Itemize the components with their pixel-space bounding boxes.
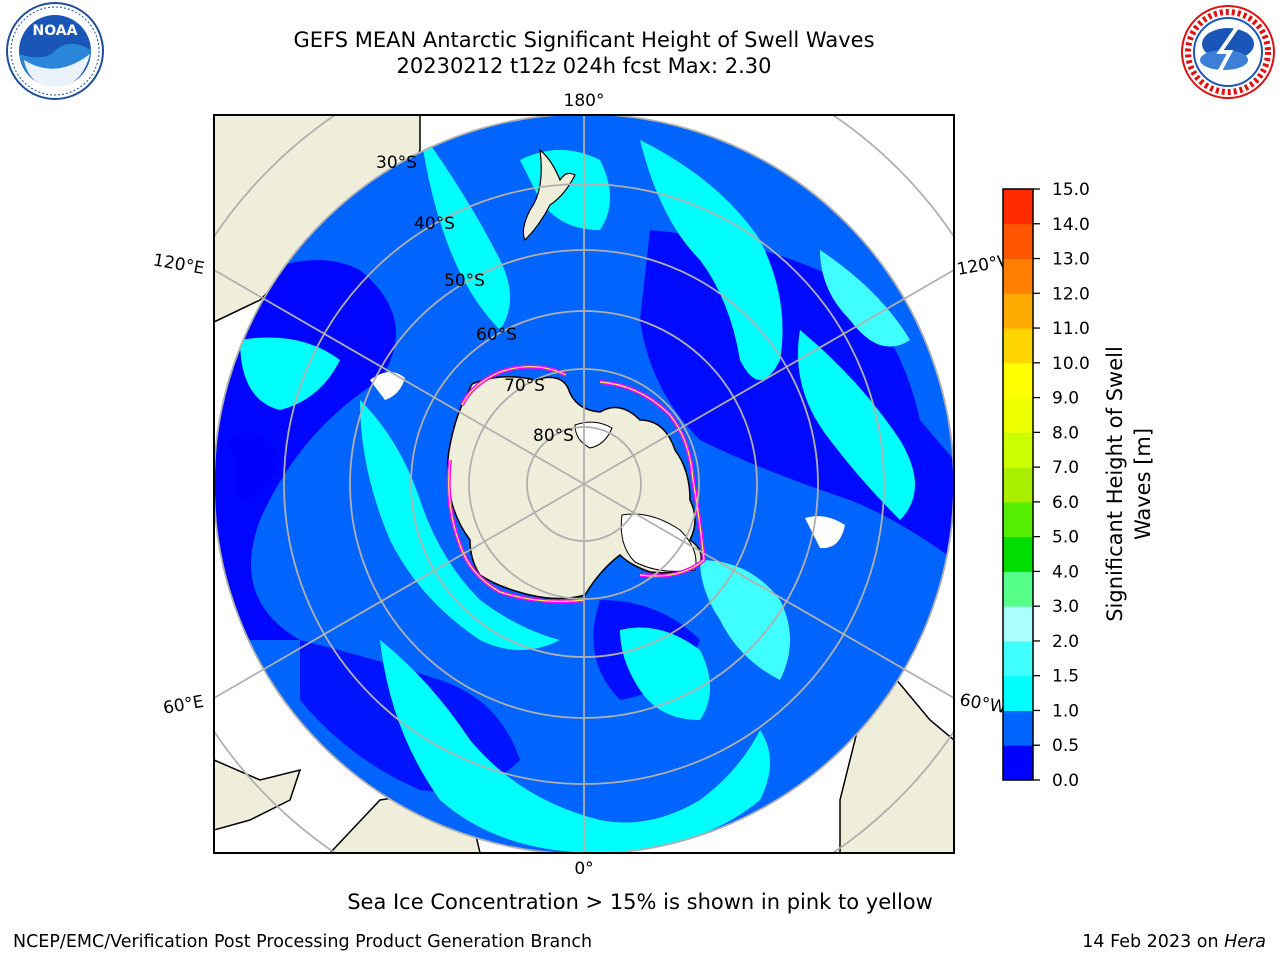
colorbar — [1003, 189, 1033, 781]
colorbar-tick-label: 14.0 — [1052, 215, 1090, 235]
colorbar-tick-label: 12.0 — [1052, 284, 1090, 304]
chart-title: GEFS MEAN Antarctic Significant Height o… — [293, 28, 875, 52]
colorbar-segment — [1003, 606, 1033, 642]
map-frame — [213, 114, 955, 854]
new-zealand-land — [522, 148, 576, 242]
colorbar-tick-label: 4.0 — [1052, 562, 1079, 582]
colorbar-frame — [1002, 188, 1034, 781]
colorbar-tick-label: 7.0 — [1052, 458, 1079, 478]
colorbar-segment — [1003, 640, 1033, 677]
lon-label-0: 0° — [574, 859, 593, 879]
lat-label-50s: 50°S — [444, 271, 485, 291]
colorbar-segment — [1003, 223, 1033, 260]
colorbar-tick-label: 10.0 — [1052, 354, 1090, 374]
colorbar-tick-label: 13.0 — [1052, 250, 1090, 270]
colorbar-segment — [1003, 467, 1033, 503]
colorbar-tick-label: 1.5 — [1052, 667, 1079, 687]
noaa-logo-text: NOAA — [33, 23, 78, 39]
graticule — [214, 115, 954, 853]
colorbar-tick-label: 1.0 — [1052, 701, 1079, 721]
colorbar-segment — [1003, 675, 1033, 711]
lat-label-30s: 30°S — [376, 153, 417, 173]
colorbar-tick-label: 6.0 — [1052, 493, 1079, 513]
colorbar-tick-label: 5.0 — [1052, 528, 1079, 548]
colorbar-segment — [1003, 328, 1033, 364]
colorbar-tick-label: 2.0 — [1052, 632, 1079, 652]
colorbar-segment — [1003, 397, 1033, 433]
footer-date-text: 14 Feb 2023 on — [1082, 932, 1225, 952]
colorbar-tick-label: 8.0 — [1052, 423, 1079, 443]
colorbar-segment — [1003, 536, 1033, 572]
colorbar-segment — [1003, 710, 1033, 746]
noaa-logo: NOAA — [6, 2, 104, 100]
footer-credit: NCEP/EMC/Verification Post Processing Pr… — [13, 932, 593, 952]
lat-label-80s: 80°S — [533, 426, 574, 446]
lon-label-60e: 60°E — [162, 692, 206, 719]
colorbar-tick-label: 3.0 — [1052, 597, 1079, 617]
sea-ice-note: Sea Ice Concentration > 15% is shown in … — [347, 890, 933, 914]
colorbar-tick-label: 11.0 — [1052, 319, 1090, 339]
colorbar-segment — [1003, 258, 1033, 294]
colorbar-label-line1: Significant Height of Swell — [1103, 346, 1127, 622]
colorbar-segment — [1003, 189, 1033, 225]
colorbar-segment — [1003, 362, 1033, 399]
colorbar-segment — [1003, 571, 1033, 607]
footer-date: 14 Feb 2023 on Hera — [1082, 932, 1266, 952]
lat-label-60s: 60°S — [476, 325, 517, 345]
nws-logo — [1181, 5, 1275, 99]
chart-subtitle: 20230212 t12z 024h fcst Max: 2.30 — [396, 54, 772, 78]
lon-label-180: 180° — [564, 91, 605, 111]
colorbar-segment — [1003, 745, 1033, 781]
footer-host: Hera — [1224, 932, 1266, 952]
colorbar-tick-label: 15.0 — [1052, 180, 1090, 200]
colorbar-tick-label: 0.5 — [1052, 736, 1079, 756]
colorbar-ticks: 0.0 0.5 1.0 1.5 2.0 3.0 4.0 5.0 6.0 7.0 8.0 9.0 10.0… — [1033, 180, 1090, 791]
colorbar-segment — [1003, 432, 1033, 468]
lon-label-60w: 60°W — [958, 690, 1008, 718]
lat-label-70s: 70°S — [504, 376, 545, 396]
colorbar-segment — [1003, 293, 1033, 329]
lon-label-120e: 120°E — [152, 250, 206, 279]
colorbar-label-line2: Waves [m] — [1131, 428, 1155, 540]
colorbar-tick-label: 9.0 — [1052, 389, 1079, 409]
madagascar-land — [214, 759, 302, 831]
colorbar-segment — [1003, 501, 1033, 538]
colorbar-tick-label: 0.0 — [1052, 771, 1079, 791]
lat-label-40s: 40°S — [414, 214, 455, 234]
map-frame-content — [214, 115, 954, 853]
